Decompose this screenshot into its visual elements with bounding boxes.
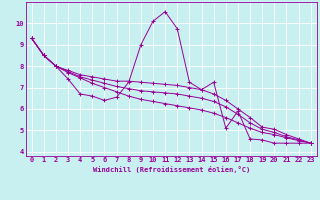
X-axis label: Windchill (Refroidissement éolien,°C): Windchill (Refroidissement éolien,°C)	[92, 166, 250, 173]
